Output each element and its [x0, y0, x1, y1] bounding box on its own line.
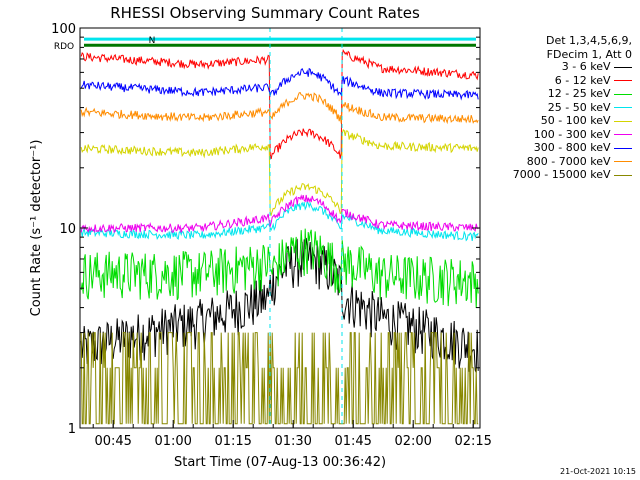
legend-label-6: 300 - 800 keV: [533, 141, 614, 154]
legend-swatch-3: [614, 107, 632, 108]
legend-swatch-0: [614, 66, 632, 68]
x-tick-label-1: 01:00: [154, 434, 191, 449]
y-axis-label: Count Rate (s⁻¹ detector⁻¹): [29, 140, 44, 317]
legend-label-1: 6 - 12 keV: [554, 73, 614, 87]
legend-swatch-2: [614, 93, 632, 95]
legend-swatch-8: [614, 174, 632, 176]
legend-label-8: 7000 - 15000 keV: [512, 168, 614, 181]
legend-label-0: 3 - 6 keV: [561, 60, 614, 73]
chart-title: RHESSI Observing Summary Count Rates: [110, 4, 420, 22]
legend-header-line-1: Det 1,3,4,5,6,9,: [545, 34, 632, 47]
x-tick-label-4: 01:45: [334, 434, 371, 449]
legend-header-line-2: FDecim 1, Att 0: [546, 48, 632, 61]
y-axis: 1 10 100: [51, 22, 480, 437]
legend-item-5: 100 - 300 keV: [534, 128, 632, 141]
legend-swatch-6: [614, 147, 632, 149]
series-line-5: [80, 194, 479, 234]
x-tick-label-0: 00:45: [94, 434, 131, 449]
legend-label-4: 50 - 100 keV: [540, 114, 614, 127]
legend-label-3: 25 - 50 keV: [547, 100, 614, 114]
legend-swatch-1: [614, 80, 632, 81]
legend-item-6: 300 - 800 keV: [534, 141, 632, 154]
legend-item-7: 800 - 7000 keV: [527, 155, 632, 168]
series-line-7: [80, 92, 479, 125]
series-line-3: [80, 200, 479, 242]
x-tick-label-5: 02:00: [394, 434, 431, 449]
flag-label-1: N: [149, 36, 156, 46]
x-axis-label: Start Time (07-Aug-13 00:36:42): [174, 455, 386, 470]
series-line-6: [80, 67, 479, 101]
legend-item-3: 25 - 50 keV: [548, 101, 632, 114]
series-line-8: [80, 332, 479, 425]
legend-item-8: 7000 - 15000 keV: [513, 168, 632, 181]
legend-label-2: 12 - 25 keV: [547, 87, 614, 100]
footer-timestamp: 21-Oct-2021 10:15: [560, 467, 636, 476]
legend-swatch-5: [614, 134, 632, 135]
flag-label-0: RDO: [54, 42, 74, 52]
legend-label-7: 800 - 7000 keV: [526, 154, 614, 168]
plot-area: RDO N: [54, 28, 479, 428]
y-tick-label-1: 10: [59, 222, 76, 237]
legend-item-0: 3 - 6 keV: [562, 60, 632, 73]
series-line-4: [80, 129, 479, 217]
x-tick-label-2: 01:15: [214, 434, 251, 449]
x-tick-label-3: 01:30: [274, 434, 311, 449]
legend-label-5: 100 - 300 keV: [533, 127, 614, 141]
legend-item-2: 12 - 25 keV: [548, 87, 632, 100]
legend-item-4: 50 - 100 keV: [541, 114, 632, 127]
legend-item-1: 6 - 12 keV: [555, 74, 632, 87]
y-tick-label-2: 100: [51, 22, 76, 37]
y-tick-label-0: 1: [68, 422, 76, 437]
legend-swatch-4: [614, 120, 632, 122]
series-line-1: [80, 49, 479, 160]
x-tick-label-6: 02:15: [454, 434, 491, 449]
series-line-2: [80, 228, 479, 309]
x-axis: 00:45 01:00 01:15 01:30 01:45 02:00 02:15: [92, 420, 492, 449]
legend-swatch-7: [614, 161, 632, 162]
